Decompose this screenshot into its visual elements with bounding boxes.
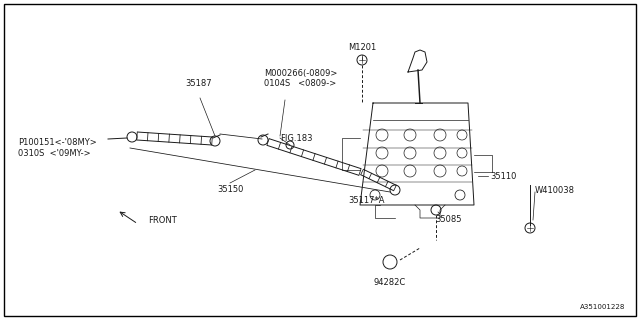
Text: A351001228: A351001228	[580, 304, 625, 310]
Text: FIG.183: FIG.183	[280, 133, 312, 142]
Text: 35150: 35150	[217, 185, 243, 194]
Text: M000266(-0809>
0104S   <0809->: M000266(-0809> 0104S <0809->	[264, 68, 337, 88]
Text: 35110: 35110	[490, 172, 516, 180]
Text: 35187: 35187	[185, 79, 212, 88]
Text: W410038: W410038	[535, 186, 575, 195]
Text: FRONT: FRONT	[148, 215, 177, 225]
Text: 94282C: 94282C	[374, 278, 406, 287]
Text: P100151<-'08MY>
0310S  <'09MY->: P100151<-'08MY> 0310S <'09MY->	[18, 138, 97, 158]
Text: 35117*A: 35117*A	[348, 196, 385, 205]
Text: 35085: 35085	[435, 215, 461, 224]
Text: M1201: M1201	[348, 43, 376, 52]
